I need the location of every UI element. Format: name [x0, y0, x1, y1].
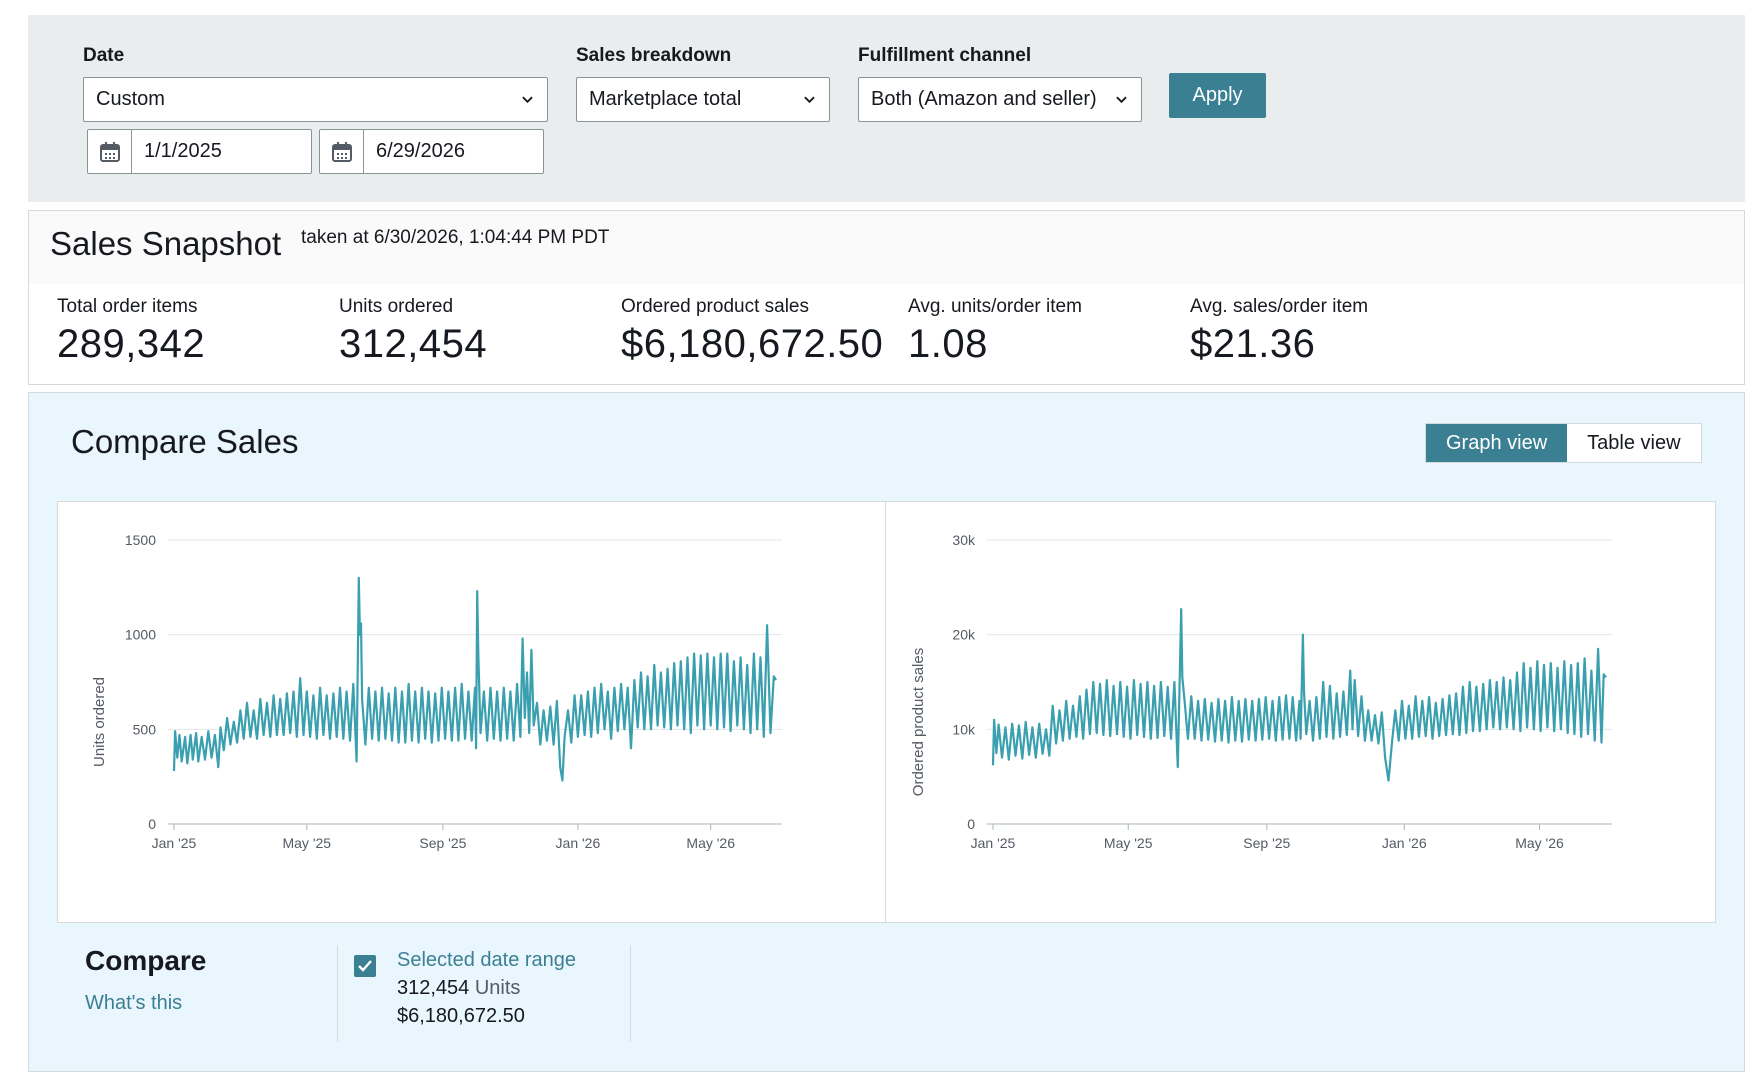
x-tick-label: Jan '26	[556, 835, 601, 851]
chevron-down-icon	[1116, 96, 1127, 104]
metric-label: Ordered product sales	[621, 296, 809, 317]
compare-units: 312,454 Units	[397, 977, 520, 1000]
compare-units-suffix: Units	[474, 977, 521, 999]
metric-ordered-product-sales: Ordered product sales $6,180,672.50	[621, 296, 883, 367]
start-date-field[interactable]: 1/1/2025	[87, 129, 312, 174]
metric-label: Avg. units/order item	[908, 296, 1082, 317]
y-tick-label: 1500	[125, 532, 156, 548]
metric-label: Units ordered	[339, 296, 454, 317]
compare-sales-title: Compare Sales	[71, 423, 299, 460]
x-tick-label: May '26	[1515, 835, 1564, 851]
date-select-value: Custom	[96, 88, 165, 110]
selected-range-label: Selected date range	[397, 949, 577, 971]
fulfillment-channel-select[interactable]: Both (Amazon and seller)	[858, 77, 1142, 122]
filter-bar: Date Custom 1/1/2025 6/29/2026 Sales bre…	[28, 15, 1745, 202]
graph-view-button[interactable]: Graph view	[1426, 424, 1568, 462]
ordered-product-sales-chart-svg: 0 10k 20k 30k Jan '25 May '25 Sep '25 Jan '26 Ma…	[910, 532, 1612, 851]
snapshot-timestamp: taken at 6/30/2026, 1:04:44 PM PDT	[301, 227, 610, 248]
y-tick-label: 500	[133, 721, 157, 737]
sales-breakdown-value: Marketplace total	[589, 88, 742, 110]
series-line	[172, 576, 777, 782]
sales-breakdown-select[interactable]: Marketplace total	[576, 77, 830, 122]
charts-container: 0 500 1000 1500 Jan '25 May '25 Sep '25 Jan '26…	[57, 501, 1716, 923]
compare-divider	[630, 945, 631, 1042]
whats-this-link[interactable]: What's this	[85, 992, 183, 1014]
chevron-down-icon	[522, 96, 533, 104]
table-view-button[interactable]: Table view	[1567, 424, 1701, 462]
metric-value: $21.36	[1190, 322, 1316, 366]
fulfillment-channel-value: Both (Amazon and seller)	[871, 88, 1097, 110]
units-ordered-chart: 0 500 1000 1500 Jan '25 May '25 Sep '25 Jan '26…	[58, 502, 885, 922]
compare-divider	[337, 945, 338, 1042]
apply-button[interactable]: Apply	[1169, 73, 1266, 118]
y-axis-label: Ordered product sales	[910, 648, 927, 796]
start-date-value[interactable]: 1/1/2025	[144, 140, 222, 162]
metric-value: 312,454	[339, 322, 488, 366]
metric-avg-sales-per-order-item: Avg. sales/order item $21.36	[1190, 296, 1368, 367]
ordered-product-sales-chart: 0 10k 20k 30k Jan '25 May '25 Sep '25 Jan '26 Ma…	[886, 502, 1715, 922]
metric-label: Total order items	[57, 296, 198, 317]
series-line	[991, 607, 1607, 782]
metric-value: 1.08	[908, 322, 988, 366]
y-tick-label: 0	[967, 816, 975, 832]
metric-value: 289,342	[57, 322, 206, 366]
compare-label: Compare	[85, 945, 207, 976]
x-tick-label: Jan '26	[1382, 835, 1427, 851]
sales-breakdown-label: Sales breakdown	[576, 45, 732, 66]
view-toggle: Graph view Table view	[1425, 423, 1702, 463]
chevron-down-icon	[804, 96, 815, 104]
end-date-value[interactable]: 6/29/2026	[376, 140, 465, 162]
y-axis-label: Units ordered	[91, 677, 108, 767]
metric-label: Avg. sales/order item	[1190, 296, 1369, 317]
date-label: Date	[83, 45, 125, 66]
x-tick-label: May '26	[686, 835, 735, 851]
compare-units-value: 312,454	[397, 977, 470, 999]
calendar-icon[interactable]	[320, 130, 364, 173]
x-tick-label: May '25	[1104, 835, 1153, 851]
selected-range-checkbox[interactable]	[354, 955, 376, 977]
metric-value: $6,180,672.50	[621, 322, 884, 366]
y-tick-label: 20k	[952, 627, 976, 643]
compare-sales-value: $6,180,672.50	[397, 1005, 525, 1027]
sales-snapshot-title: Sales Snapshot	[50, 225, 282, 262]
metric-avg-units-per-order-item: Avg. units/order item 1.08	[908, 296, 1082, 367]
x-tick-label: Sep '25	[1243, 835, 1290, 851]
metric-units-ordered: Units ordered 312,454	[339, 296, 487, 367]
chart-divider	[885, 502, 886, 922]
x-tick-label: Jan '25	[971, 835, 1016, 851]
x-tick-label: May '25	[282, 835, 331, 851]
x-tick-label: Jan '25	[152, 835, 197, 851]
y-tick-label: 10k	[952, 721, 976, 737]
end-date-field[interactable]: 6/29/2026	[319, 129, 544, 174]
sales-snapshot-header: Sales Snapshot taken at 6/30/2026, 1:04:…	[28, 210, 1745, 285]
y-tick-label: 0	[148, 816, 156, 832]
fulfillment-channel-label: Fulfillment channel	[858, 45, 1032, 66]
y-tick-label: 1000	[125, 627, 156, 643]
checkmark-icon	[358, 960, 372, 972]
units-ordered-chart-svg: 0 500 1000 1500 Jan '25 May '25 Sep '25 Jan '26…	[91, 532, 782, 851]
x-tick-label: Sep '25	[419, 835, 466, 851]
metric-total-order-items: Total order items 289,342	[57, 296, 205, 367]
date-select[interactable]: Custom	[83, 77, 548, 122]
y-tick-label: 30k	[952, 532, 976, 548]
sales-snapshot-metrics: Total order items 289,342 Units ordered …	[28, 284, 1745, 385]
calendar-icon[interactable]	[88, 130, 132, 173]
compare-sales-panel: Compare Sales Graph view Table view 0 500…	[28, 392, 1745, 1072]
